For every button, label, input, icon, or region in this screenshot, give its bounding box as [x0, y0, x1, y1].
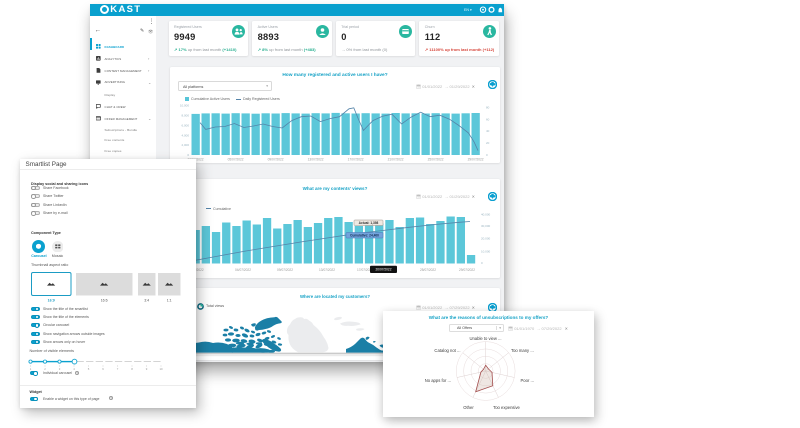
svg-text:5: 5	[88, 367, 90, 371]
svg-text:30,000: 30,000	[481, 224, 491, 228]
svg-text:2: 2	[44, 367, 46, 371]
svg-text:10,000: 10,000	[481, 250, 491, 254]
svg-text:21/07/2022: 21/07/2022	[388, 157, 404, 161]
svg-text:0: 0	[481, 261, 483, 265]
svg-text:6,000: 6,000	[181, 123, 189, 127]
svg-text:25/07/2022: 25/07/2022	[420, 268, 436, 272]
svg-text:80: 80	[486, 105, 490, 109]
svg-text:04/07/2022: 04/07/2022	[235, 268, 251, 272]
svg-text:4,000: 4,000	[181, 133, 189, 137]
svg-text:2,000: 2,000	[181, 143, 189, 147]
svg-text:60: 60	[486, 117, 490, 121]
svg-text:13/07/2022: 13/07/2022	[319, 268, 335, 272]
svg-text:40,000: 40,000	[481, 213, 491, 217]
svg-text:3: 3	[59, 367, 61, 371]
svg-text:25/07/2022: 25/07/2022	[428, 157, 444, 161]
svg-text:8: 8	[131, 367, 133, 371]
svg-text:09/07/2022: 09/07/2022	[268, 157, 284, 161]
svg-text:17/07/2022: 17/07/2022	[357, 268, 373, 272]
svg-text:09/07/2022: 09/07/2022	[277, 268, 293, 272]
svg-text:13/07/2022: 13/07/2022	[308, 157, 324, 161]
svg-text:16:6: 16:6	[101, 298, 108, 302]
svg-text:40: 40	[486, 129, 490, 133]
svg-text:29/07/2022: 29/07/2022	[459, 268, 475, 272]
svg-text:0: 0	[486, 152, 488, 156]
svg-text:3:4: 3:4	[144, 298, 149, 302]
svg-text:7: 7	[117, 367, 119, 371]
svg-text:10: 10	[159, 367, 163, 371]
svg-text:05/07/2022: 05/07/2022	[228, 157, 244, 161]
svg-text:1:1: 1:1	[167, 298, 172, 302]
svg-text:6: 6	[102, 367, 104, 371]
svg-text:10,000: 10,000	[180, 103, 190, 107]
svg-text:17/07/2022: 17/07/2022	[348, 157, 364, 161]
svg-text:9: 9	[146, 367, 148, 371]
svg-text:4: 4	[73, 367, 75, 371]
svg-text:8,000: 8,000	[181, 113, 189, 117]
svg-text:0: 0	[187, 153, 189, 157]
svg-text:20: 20	[486, 141, 490, 145]
svg-text:Actual: 1,398: Actual: 1,398	[359, 221, 379, 225]
svg-text:20,000: 20,000	[481, 236, 491, 240]
svg-text:20/07/2022: 20/07/2022	[376, 268, 392, 272]
svg-text:1: 1	[30, 367, 32, 371]
svg-text:29/07/2022: 29/07/2022	[468, 157, 484, 161]
svg-text:16:9: 16:9	[48, 298, 55, 302]
svg-text:Cumulative: 24,400: Cumulative: 24,400	[350, 234, 379, 238]
